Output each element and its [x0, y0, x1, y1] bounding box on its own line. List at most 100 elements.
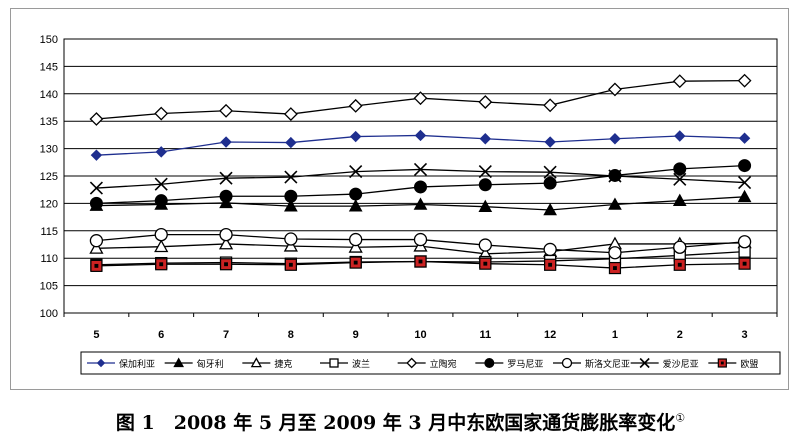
- data-point: [738, 176, 752, 190]
- series-保加利亚: [90, 129, 751, 161]
- point-center: [613, 266, 617, 270]
- data-point: [478, 178, 492, 192]
- legend-label: 捷克: [274, 358, 292, 370]
- data-point: [219, 258, 233, 271]
- data-point: [674, 130, 686, 142]
- y-tick-label: 130: [40, 144, 58, 156]
- x-tick-label: 9: [353, 329, 359, 341]
- data-point: [413, 91, 428, 106]
- data-point: [672, 74, 687, 89]
- y-tick-label: 135: [40, 116, 58, 128]
- point-shape: [737, 73, 752, 88]
- point-shape: [543, 98, 558, 113]
- data-point: [543, 98, 558, 113]
- point-shape: [738, 132, 751, 144]
- axes: 100 105 110 115 120 125 130 135 140 145 150 5 6 7 8 9 10…: [40, 34, 778, 341]
- point-shape: [220, 136, 232, 148]
- point-shape: [219, 189, 233, 203]
- point-shape: [543, 165, 557, 179]
- legend: 保加利亚 匈牙利 捷克 波兰 立陶宛 罗马尼亚 斯洛文尼亚 爱沙尼亚 欧盟: [80, 351, 781, 375]
- point-shape: [154, 227, 168, 242]
- point-shape: [348, 239, 363, 253]
- data-point: [609, 133, 621, 145]
- data-point: [737, 235, 752, 249]
- point-center: [94, 263, 99, 268]
- point-center: [548, 262, 553, 267]
- x-tick-label: 12: [544, 329, 556, 341]
- point-shape: [90, 149, 103, 161]
- data-point: [478, 238, 492, 252]
- data-point: [349, 165, 363, 179]
- legend-item: 立陶宛: [397, 357, 457, 370]
- series-斯洛文尼亚: [89, 227, 752, 260]
- point-shape: [543, 242, 557, 257]
- point-shape: [544, 136, 556, 148]
- data-point: [219, 103, 233, 118]
- data-point: [349, 130, 362, 143]
- data-point: [154, 194, 168, 208]
- data-point: [479, 257, 492, 270]
- point-shape: [284, 189, 298, 203]
- y-tick-label: 120: [40, 198, 58, 210]
- figure-caption: 图 1 2008 年 5 月至 2009 年 3 月中东欧国家通货膨胀率变化①: [0, 408, 801, 435]
- data-point: [738, 257, 751, 270]
- point-shape: [154, 194, 168, 208]
- data-point: [413, 162, 428, 176]
- point-shape: [608, 169, 622, 183]
- point-shape: [608, 197, 622, 210]
- y-tick-label: 115: [40, 226, 58, 238]
- point-shape: [413, 197, 428, 210]
- point-shape: [673, 172, 687, 186]
- point-shape: [349, 130, 362, 143]
- point-shape: [608, 246, 622, 260]
- legend-label: 罗马尼亚: [507, 359, 543, 370]
- legend-item: 爱沙尼亚: [630, 357, 699, 370]
- point-shape: [349, 232, 363, 247]
- point-shape: [89, 234, 104, 248]
- figure-caption-text: 图 1 2008 年 5 月至 2009 年 3 月中东欧国家通货膨胀率变化: [115, 412, 676, 434]
- point-shape: [219, 171, 233, 185]
- point-shape: [349, 165, 363, 179]
- point-shape: [89, 196, 103, 210]
- x-tick-label: 1: [612, 329, 618, 341]
- point-shape: [218, 236, 234, 250]
- point-shape: [284, 232, 298, 246]
- point-center: [224, 262, 228, 267]
- data-point: [544, 136, 556, 148]
- line-chart: 100 105 110 115 120 125 130 135 140 145 150 5 6 7 8 9 10…: [40, 34, 781, 375]
- data-point: [284, 232, 298, 246]
- data-point: [543, 242, 557, 257]
- data-point: [673, 240, 687, 254]
- legend-label: 保加利亚: [119, 358, 155, 370]
- point-shape: [284, 170, 298, 184]
- point-shape: [348, 98, 363, 113]
- point-shape: [737, 235, 752, 249]
- series-欧盟: [90, 255, 751, 275]
- point-shape: [219, 103, 233, 118]
- x-tick-label: 11: [479, 329, 491, 341]
- data-point: [284, 189, 298, 203]
- point-center: [159, 262, 164, 267]
- point-shape: [737, 189, 752, 203]
- point-shape: [329, 358, 339, 368]
- series-lines: [89, 73, 752, 275]
- point-shape: [543, 202, 557, 216]
- point-center: [742, 261, 747, 266]
- data-point: [349, 256, 362, 269]
- point-center: [288, 262, 293, 267]
- y-tick-label: 145: [40, 61, 58, 73]
- series-爱沙尼亚: [89, 162, 752, 195]
- data-point: [349, 232, 363, 247]
- point-shape: [154, 239, 169, 253]
- point-shape: [673, 240, 687, 254]
- point-shape: [96, 358, 106, 368]
- point-shape: [673, 162, 687, 176]
- legend-item: 捷克: [242, 357, 292, 370]
- data-point: [219, 189, 233, 203]
- point-shape: [414, 129, 427, 142]
- legend-item: 罗马尼亚: [475, 358, 543, 370]
- plot-border: [63, 38, 778, 314]
- legend-label: 斯洛文尼亚: [585, 358, 630, 370]
- data-point: [329, 358, 339, 368]
- data-point: [155, 146, 167, 158]
